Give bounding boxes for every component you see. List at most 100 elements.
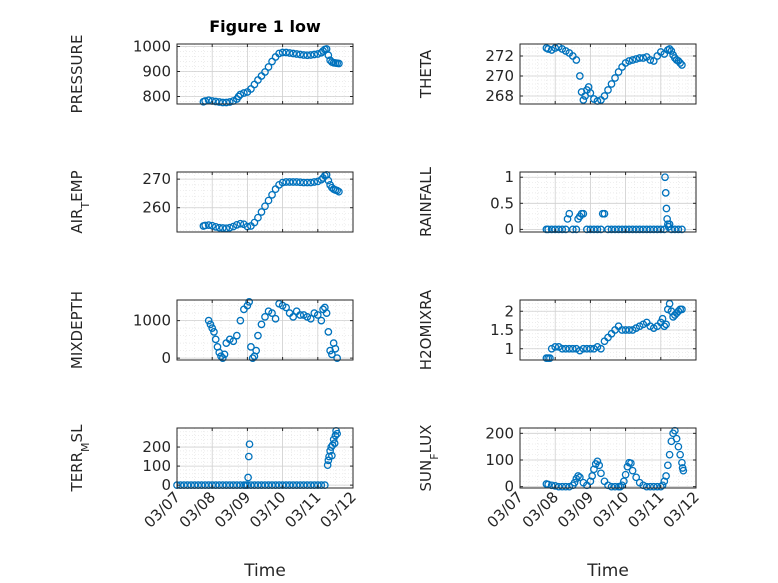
panel-5-data-point <box>220 350 229 359</box>
panel-1-data-point <box>261 68 269 76</box>
panel-8-data-point <box>619 477 628 486</box>
panel-3-data-point <box>257 208 266 216</box>
panel-5-data-point <box>245 298 254 306</box>
panel-5-data-point <box>322 309 331 317</box>
panel-3: 260 270 AIRTEMP <box>68 170 354 234</box>
panel-2-data-point <box>611 74 619 82</box>
panel-8-data-point <box>663 461 672 470</box>
panel-2-data-point <box>614 68 623 76</box>
panel-8-data-point <box>597 469 605 478</box>
panel-3-data-point <box>222 224 231 233</box>
panel-5-data-point <box>247 343 255 351</box>
panel-1-data-point <box>204 96 213 105</box>
panel-5-data-point <box>261 313 269 321</box>
panel-3-data-point <box>254 213 262 222</box>
panel-3-data-point <box>268 191 276 199</box>
panel-5-data-point <box>317 316 326 325</box>
panel-7-data-point <box>324 456 333 465</box>
panel-6-data-point <box>586 344 595 353</box>
panel-1-data-point <box>215 98 224 106</box>
panel-5-data-point <box>289 313 298 321</box>
panel-3-data-point <box>278 178 287 187</box>
panel-8-data-point <box>628 466 637 475</box>
panel-8-xlabel: Time <box>586 561 629 581</box>
panel-2-data-point <box>649 57 658 65</box>
panel-3-data-point <box>306 178 315 187</box>
panel-1-data-point <box>335 59 343 68</box>
panel-1-data-point <box>222 98 231 107</box>
panel-7-axes-box <box>176 427 354 489</box>
panel-8-data-point <box>679 466 688 475</box>
panel-1-data-point <box>236 90 245 99</box>
panel-1-ytick-label: 1000 <box>133 38 171 56</box>
panel-8-data-point <box>551 482 560 490</box>
panel-2-data-point <box>646 56 655 64</box>
panel-5-data-point <box>229 337 238 346</box>
panel-4-data-point <box>568 225 577 234</box>
panel-1-data-point <box>264 63 273 71</box>
panel-5-data-point <box>252 346 261 355</box>
panel-5-ytick-label: 1000 <box>133 312 171 330</box>
panel-6-data-point <box>625 326 633 334</box>
panel-5-data-point <box>218 354 227 362</box>
panel-1-ytick-label: 900 <box>142 63 171 81</box>
panel-5-data-point <box>306 314 315 323</box>
panel-6-data-point <box>678 305 686 314</box>
panel-8-xtick-label: 03/08 <box>519 488 562 531</box>
panel-7-data-point <box>323 461 332 469</box>
panel-8-data-point <box>676 450 685 459</box>
panel-8-data-point <box>665 450 674 459</box>
panel-7-ytick-label: 100 <box>142 457 171 475</box>
panel-2-data-point <box>607 80 616 88</box>
panel-1-data-point <box>292 50 301 58</box>
panel-7-data-point <box>329 435 338 444</box>
panel-1-axes-box <box>176 43 354 105</box>
panel-4-ytick-label: 0.5 <box>490 194 514 212</box>
panel-5: 0 1000 MIXDEPTH <box>68 291 354 369</box>
panel-3-data-point <box>211 223 220 231</box>
panel-8-data-point <box>574 472 582 480</box>
panel-6-data-point <box>551 343 560 351</box>
panel-6-data-point <box>665 299 674 308</box>
panel-8-data-point <box>632 473 641 482</box>
panel-3-data-point <box>225 223 234 232</box>
panel-3-data-point <box>218 224 227 232</box>
panel-1-data-point <box>278 48 287 57</box>
panel-4-ytick-label: 1 <box>504 168 514 186</box>
panel-1-data-point <box>240 89 248 97</box>
panel-8-data-point <box>561 482 570 491</box>
panel-3-data-point <box>201 221 210 230</box>
panel-7-data-point <box>245 440 254 449</box>
panel-2-ytick-label: 268 <box>485 87 514 105</box>
panel-5-data-point <box>210 328 218 336</box>
panel-5-ytick-label: 0 <box>161 349 171 367</box>
panel-7-xtick-label: 03/07 <box>141 488 184 531</box>
panel-8-data-point <box>672 434 681 443</box>
panel-4-data-point <box>661 189 670 197</box>
panel-1-ylabel: PRESSURE <box>68 35 86 114</box>
panel-5-data-point <box>333 354 342 362</box>
panel-7-xtick-label: 03/11 <box>281 488 324 531</box>
panel-4-axes-box <box>519 171 697 233</box>
panel-7-ylabel: TERRMSL <box>68 424 92 493</box>
panel-2-data-point <box>586 89 595 97</box>
panel-7-xtick-label: 03/10 <box>246 488 289 531</box>
panel-3-data-point <box>289 178 298 186</box>
panel-5-data-point <box>257 320 266 329</box>
panel-4-ytick-label: 0 <box>504 220 514 238</box>
panel-2-data-point <box>667 47 676 55</box>
panel-5-data-point <box>232 331 241 340</box>
panel-7-xtick-label: 03/08 <box>176 488 219 531</box>
panel-6-data-point <box>546 354 554 362</box>
panel-3-data-point <box>261 202 269 211</box>
panel-3-data-point <box>324 176 333 185</box>
panel-8-data-point <box>604 481 612 490</box>
panel-1-data-point <box>225 98 234 106</box>
panel-1-data-point <box>303 51 312 60</box>
panel-8-ytick-label: 200 <box>485 424 514 442</box>
panel-8-ytick-label: 0 <box>504 478 514 496</box>
panel-8-data-point <box>611 482 619 491</box>
panel-2-data-point <box>544 45 553 53</box>
